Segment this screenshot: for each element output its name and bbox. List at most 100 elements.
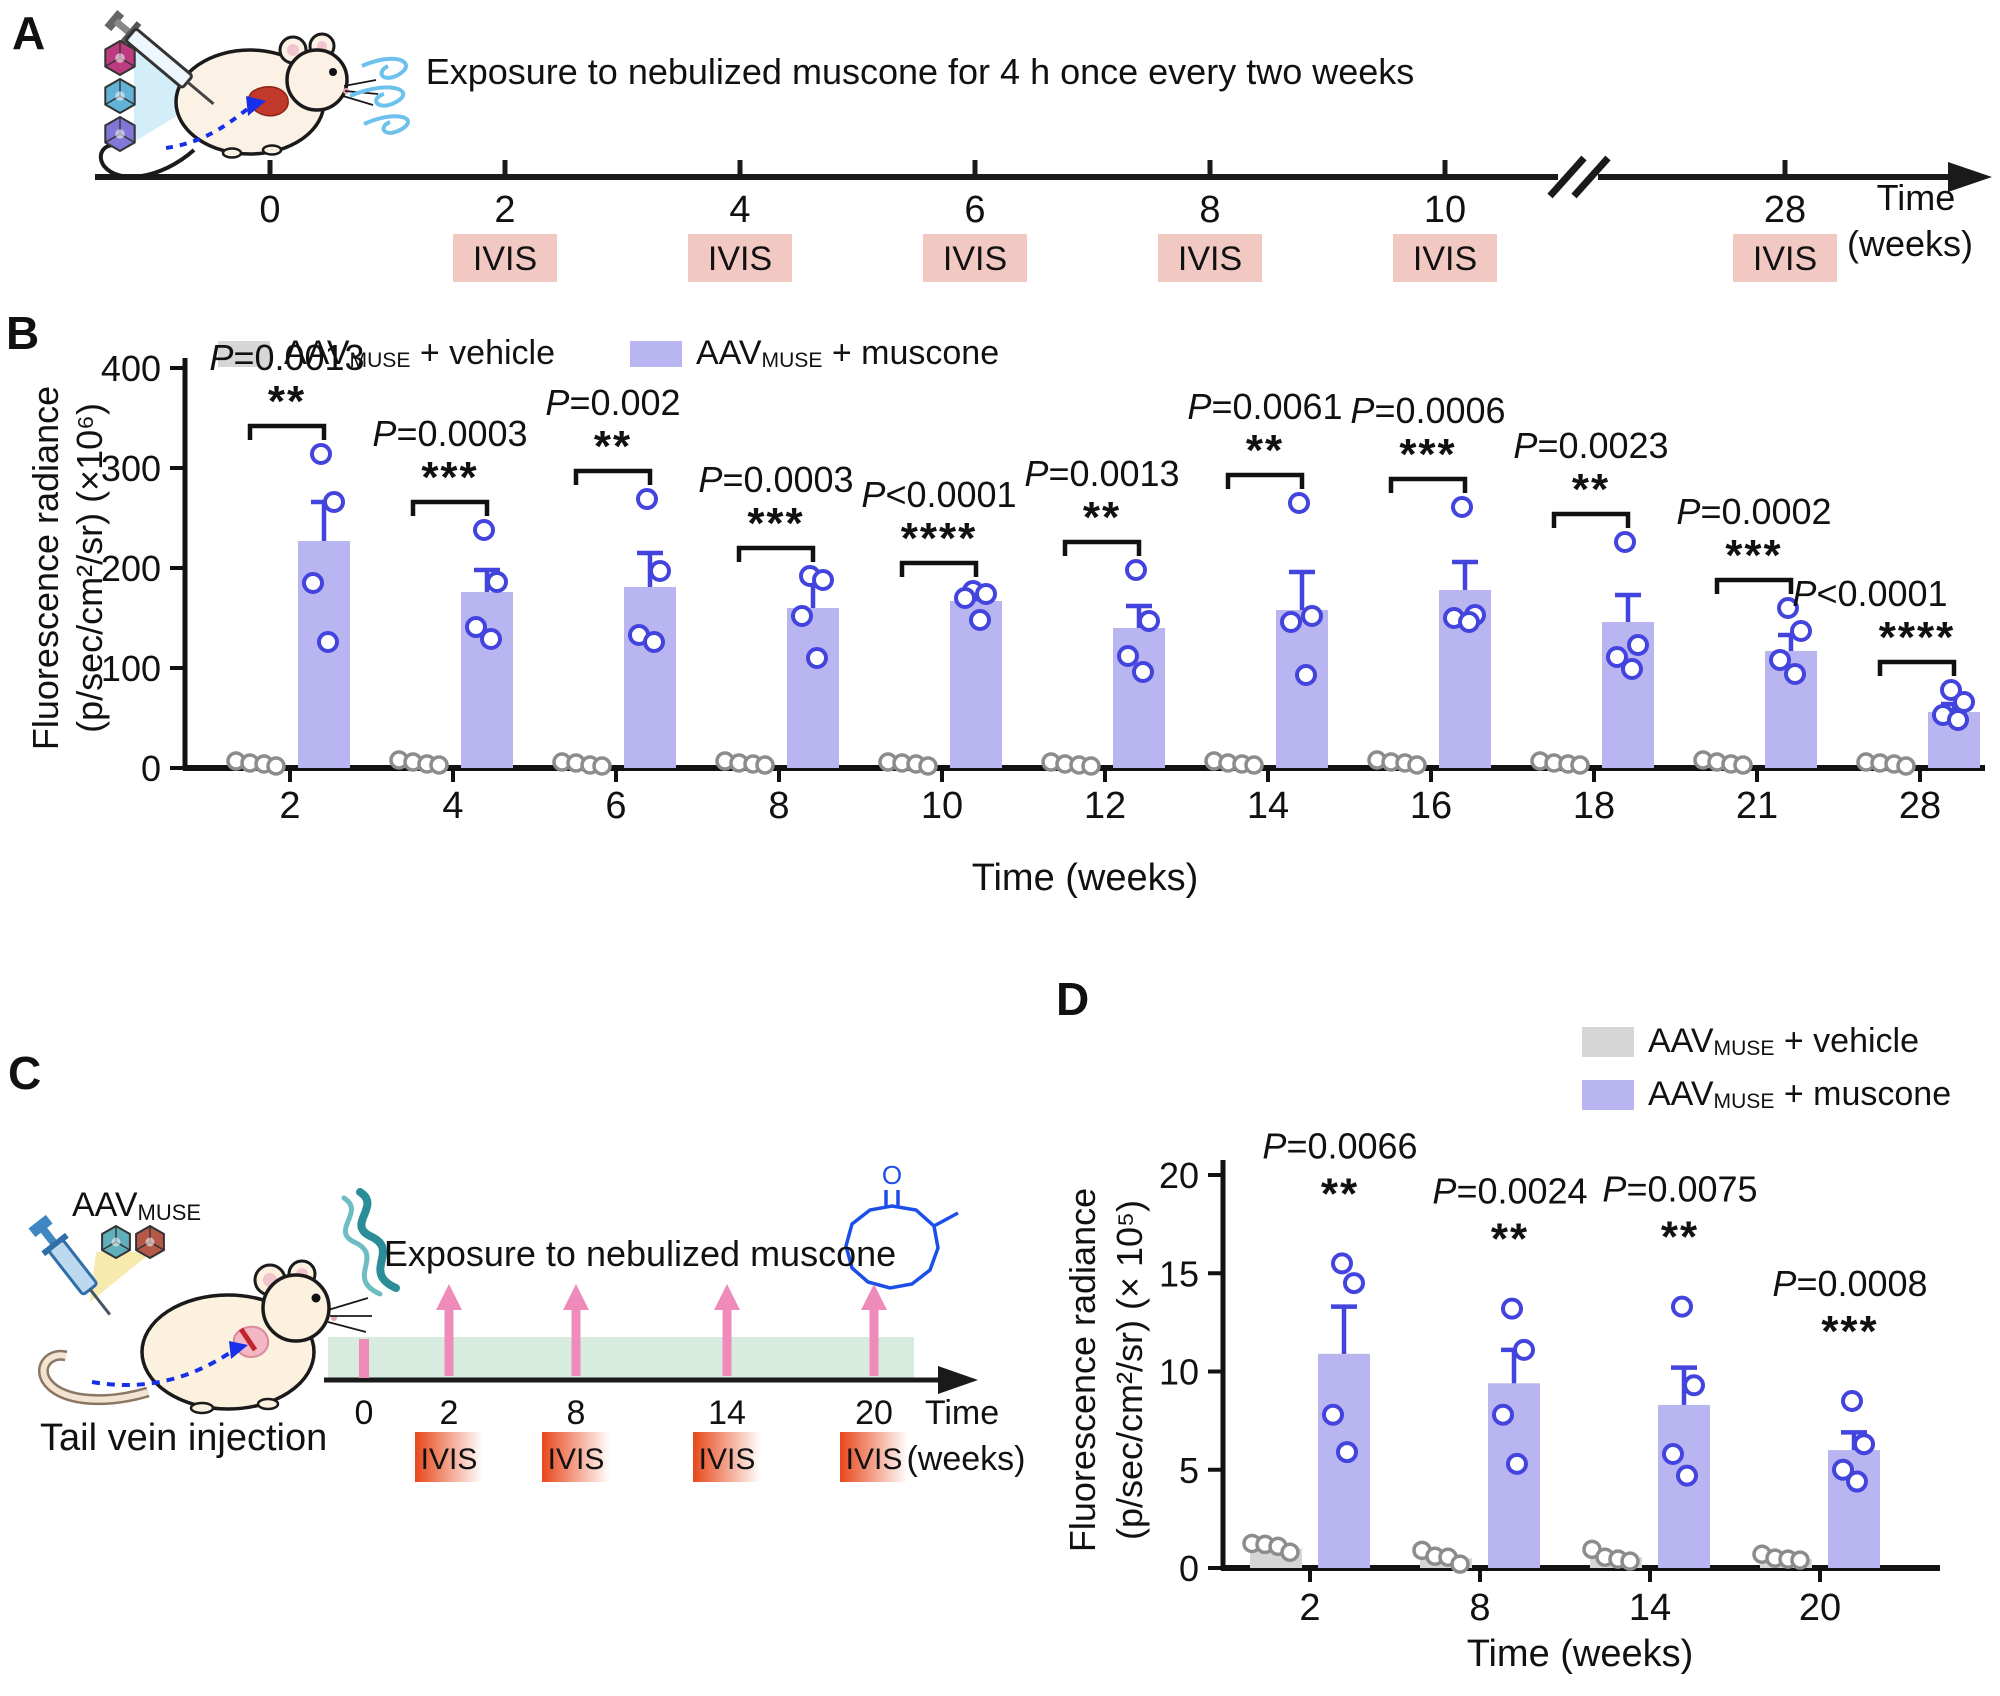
- x-axis-label: Time (weeks): [1467, 1633, 1694, 1675]
- significance-bracket: [736, 545, 816, 562]
- data-point-muscone: [1513, 1338, 1535, 1361]
- panel-b-label: B: [6, 307, 40, 359]
- ivis-box-label: IVIS: [1753, 240, 1817, 278]
- y-axis-units: (p/sec/cm²/sr) (×10⁶): [69, 403, 110, 733]
- data-point-muscone: [1117, 645, 1139, 667]
- breath-swirl-icon: [349, 56, 411, 135]
- ivis-box-gradient: [542, 1432, 610, 1482]
- aav-capsid-icon: [101, 1224, 131, 1260]
- legend-text-vehicle: AAVMUSE + vehicle: [1648, 1022, 1920, 1060]
- ivis-box: [688, 234, 792, 282]
- data-point-muscone: [1501, 1297, 1523, 1320]
- legend-d: AAVMUSE + vehicle AAVMUSE + muscone: [1582, 1022, 1951, 1114]
- data-point-muscone: [1832, 1458, 1854, 1481]
- y-tick-label: 200: [101, 548, 161, 589]
- capsid-core: [115, 91, 125, 101]
- timeline-tick-label: 0: [259, 189, 280, 231]
- legend-swatch-vehicle: [1582, 1026, 1634, 1057]
- data-point-muscone: [1671, 1295, 1693, 1318]
- x-tick-label: 2: [1299, 1587, 1320, 1629]
- ivis-box-label: IVIS: [1413, 240, 1477, 278]
- data-point-muscone: [1343, 1272, 1365, 1295]
- muscone-arrowhead: [714, 1284, 740, 1310]
- whisker: [342, 95, 374, 106]
- data-point-muscone: [636, 488, 658, 510]
- y-tick-label: 100: [101, 648, 161, 689]
- p-value-label: P=0.0008: [1772, 1263, 1927, 1304]
- aav-capsid-icon: [104, 115, 136, 153]
- timeline-tick-label: 8: [1199, 189, 1220, 231]
- axis-break-slash: [1571, 155, 1611, 199]
- significance-stars: **: [1083, 493, 1121, 542]
- timeline-tick-label: 8: [567, 1394, 586, 1432]
- p-value-label: P=0.0002: [1676, 491, 1831, 532]
- y-axis-label: Fluorescence radiance: [1062, 1188, 1103, 1552]
- mouse-eye: [329, 68, 337, 76]
- x-tick-label: 16: [1410, 785, 1452, 827]
- data-point-muscone: [1846, 1470, 1868, 1493]
- significance-stars: ***: [747, 499, 804, 548]
- ivis-box: [1158, 234, 1262, 282]
- muscone-arrowhead: [436, 1284, 462, 1310]
- panel-a-label: A: [12, 7, 46, 59]
- tail-vein-injection-illustration: AAVMUSE: [28, 1186, 372, 1459]
- p-value-label: P=0.0003: [372, 413, 527, 454]
- legend-vehicle-d: AAVMUSE + vehicle: [1582, 1022, 1951, 1061]
- data-point-vehicle: [1570, 755, 1590, 775]
- ivis-box-label: IVIS: [943, 240, 1007, 278]
- mouse-injection-illustration-a: [98, 10, 411, 179]
- y-tick-label: 0: [141, 748, 161, 789]
- data-point-vehicle: [1244, 755, 1264, 775]
- data-point-muscone: [1621, 658, 1643, 680]
- exposure-band: [328, 1337, 914, 1379]
- data-point-muscone: [1138, 610, 1160, 632]
- data-point-muscone: [1940, 679, 1962, 701]
- data-point-vehicle: [1280, 1542, 1300, 1563]
- p-value-label: P=0.0013: [1024, 453, 1179, 494]
- x-tick-label: 10: [921, 785, 963, 827]
- helix-icon: [341, 1188, 400, 1297]
- y-tick-label: 400: [101, 348, 161, 389]
- capsid-core: [111, 1237, 121, 1247]
- x-tick-label: 20: [1799, 1587, 1841, 1629]
- injection-path-arrow: [165, 105, 252, 150]
- bar-muscone-week-6: [624, 587, 676, 768]
- p-value-label: P=0.002: [545, 382, 680, 423]
- data-point-muscone: [473, 519, 495, 541]
- panel-c-label: C: [8, 1047, 42, 1099]
- data-point-muscone: [1492, 1403, 1514, 1426]
- timeline-tick-label: 6: [964, 189, 985, 231]
- significance-stars: ***: [1399, 430, 1456, 479]
- significance-stars: **: [1572, 465, 1610, 514]
- muscone-arrowhead: [563, 1284, 589, 1310]
- lung-dart: [238, 1327, 258, 1352]
- ivis-box-label: IVIS: [708, 240, 772, 278]
- legend-swatch-muscone: [1582, 1079, 1634, 1110]
- y-axis-label: Fluorescence radiance: [25, 386, 66, 750]
- bar-muscone-week-8: [787, 608, 839, 768]
- aav-capsids: [104, 39, 136, 153]
- breath-swirl: [363, 114, 411, 135]
- breath-swirl: [361, 56, 409, 80]
- chart-b: 0 100 200 300 400 Fluorescence radiance (p/sec…: [25, 337, 1985, 899]
- timeline-arrowhead: [1948, 162, 1992, 192]
- x-axis-label: Time (weeks): [972, 857, 1199, 899]
- muscone-arrowhead: [861, 1284, 887, 1310]
- significance-stars: **: [1246, 426, 1284, 475]
- x-tick-label: 8: [768, 785, 789, 827]
- whisker: [343, 79, 377, 87]
- data-point-vehicle: [592, 756, 612, 776]
- significance-bracket: [1877, 659, 1957, 676]
- ivis-box-gradient: [693, 1432, 761, 1482]
- timeline-tick-label: 2: [494, 189, 515, 231]
- chart-d: 0 5 10 15 20 Fluorescence radiance (p/sec/cm²/…: [1062, 1125, 1940, 1675]
- y-tick-label: 10: [1159, 1352, 1199, 1393]
- data-point-muscone: [310, 443, 332, 465]
- significance-bracket: [1062, 539, 1142, 556]
- helix-strand: [341, 1195, 383, 1297]
- mouse-head: [261, 1273, 331, 1343]
- oxygen-atom-label: O: [882, 1160, 902, 1190]
- data-point-vehicle: [1733, 755, 1753, 775]
- p-value-label: P=0.0013: [209, 337, 364, 378]
